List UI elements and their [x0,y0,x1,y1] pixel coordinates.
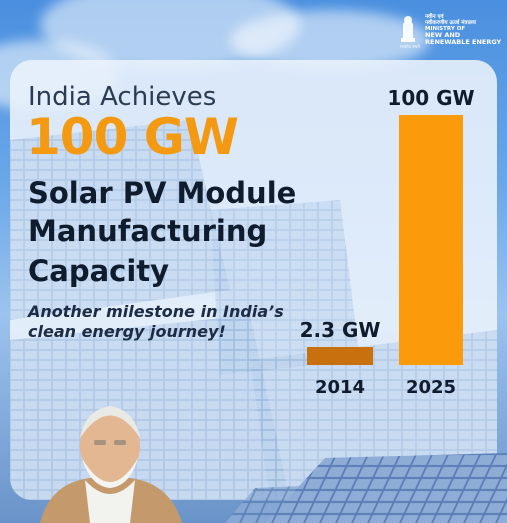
category-label-2025: 2025 [406,377,456,398]
capacity-bar-chart: 2.3 GW 2014 100 GW 2025 [300,86,475,398]
category-label-2014: 2014 [315,377,365,398]
tagline-line-2: clean energy journey! [28,322,226,341]
ministry-name: नवीन एवं नवीकरणीय ऊर्जा मंत्रालय MINISTR… [425,14,501,46]
foreground-solar-panels [225,453,507,523]
svg-text:सत्यमेव जयते: सत्यमेव जयते [400,44,420,49]
headline-line-3: Capacity [28,254,170,288]
logo-hindi-line2: नवीकरणीय ऊर्जा मंत्रालय [425,20,476,26]
headline-intro: India Achieves [28,82,217,112]
logo-line2: NEW AND [425,31,461,39]
portrait-photo [40,406,182,523]
headline-line-1: Solar PV Module [28,176,297,210]
tagline-line-1: Another milestone in India’s [28,302,284,321]
headline-line-2: Manufacturing [28,214,268,248]
headline-highlight: 100 GW [26,108,239,166]
logo-line3: RENEWABLE ENERGY [425,38,502,46]
value-label-2025: 100 GW [387,86,474,110]
value-label-2014: 2.3 GW [300,318,381,342]
logo-line1: MINISTRY OF [425,26,466,32]
logo-hindi-line1: नवीन एवं [425,14,444,20]
solar-panels-illustration [10,120,497,500]
ministry-emblem-logo: सत्यमेव जयते [400,16,420,49]
bar-2014 [307,347,373,365]
bar-2025 [399,115,463,365]
